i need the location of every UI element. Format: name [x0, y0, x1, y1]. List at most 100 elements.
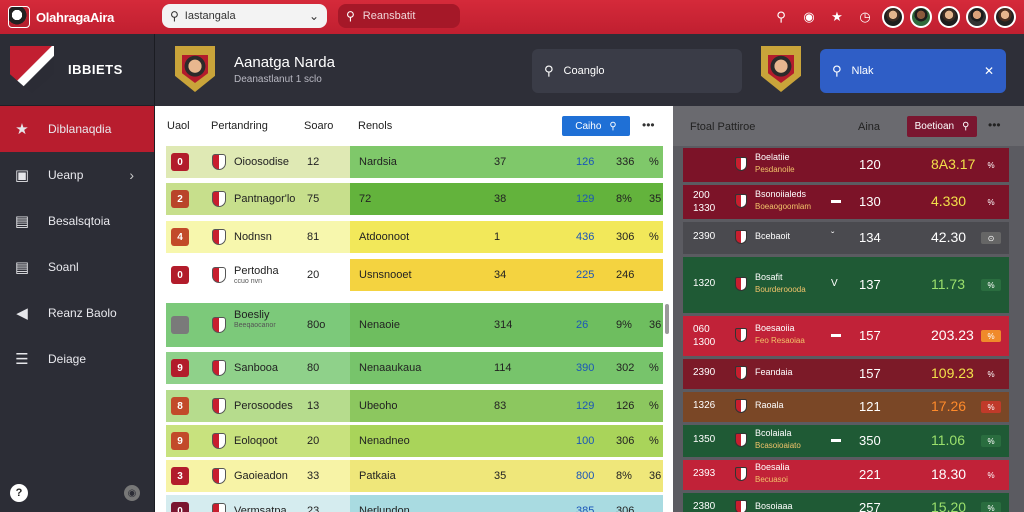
- result-row[interactable]: 200 1330 Bsonoiialeds Boeaogoomlam ▬ 130 4.330…: [683, 185, 1009, 219]
- close-icon[interactable]: ✕: [983, 64, 994, 78]
- clock-icon[interactable]: ◷: [859, 9, 871, 24]
- result-tag[interactable]: %: [981, 279, 1001, 291]
- player-name[interactable]: Sanbooa: [234, 362, 279, 374]
- league-select[interactable]: ⚲ Iastangala ⌄: [162, 4, 327, 28]
- indicator-icon: ˇ: [831, 231, 835, 242]
- column-header[interactable]: Soaro: [304, 120, 334, 132]
- compare-search[interactable]: ⚲ Coanglo: [532, 49, 742, 93]
- table-header: Uaol Pertandring Soaro Renols Caiho ⚲ ••…: [155, 106, 673, 146]
- more-icon[interactable]: •••: [988, 118, 1001, 132]
- sidebar-item-diblanaqdia[interactable]: ★ Diblanaqdia: [0, 106, 154, 152]
- table-row[interactable]: 0 Vermsatpa 23 Nerlundon 385 306: [166, 495, 663, 512]
- stat-value: 126: [576, 156, 595, 168]
- table-row[interactable]: Boesliy Beeqaocanor 80o Nenaoie 314 26 9% 36: [166, 303, 663, 349]
- result-name: Boesaoiia: [755, 323, 795, 333]
- player-name[interactable]: Boesliy: [234, 309, 270, 321]
- result-odds: 15.20: [931, 499, 967, 512]
- rank-badge: 8: [171, 397, 189, 415]
- result-row[interactable]: 1320 Bosafit Bourderoooda V 137 11.73%: [683, 257, 1009, 313]
- avatar[interactable]: [910, 6, 932, 28]
- table-scrollbar[interactable]: [665, 304, 669, 334]
- player-name[interactable]: Vermsatpa: [234, 505, 287, 512]
- table-row[interactable]: 0 Oioosodise 12 Nardsia 37 126 336%: [166, 146, 663, 180]
- chart-icon: ▤: [14, 213, 30, 230]
- more-icon[interactable]: •••: [642, 118, 655, 132]
- filter-chip[interactable]: ⚲ Nlak ✕: [820, 49, 1006, 93]
- globe-icon[interactable]: ◉: [803, 9, 815, 24]
- player-name[interactable]: Pantnagor'lo: [234, 193, 296, 205]
- table-row[interactable]: 8 Perosoodes 13 Ubeoho 83 129 126%: [166, 390, 663, 424]
- result-odds: 18.30: [931, 466, 967, 482]
- result-tag[interactable]: %: [981, 330, 1001, 342]
- arrow-icon: ◀: [16, 305, 28, 322]
- column-header[interactable]: Uaol: [167, 120, 190, 132]
- table-row[interactable]: 0 Pertodha ccuo nvn 20 Usnsnooet 34 225 246: [166, 259, 663, 293]
- result-row[interactable]: 2390 Feandaia 157 109.23%: [683, 359, 1009, 389]
- result-row[interactable]: Boelatiie Pesdanoile 120 8A3.17%: [683, 148, 1009, 182]
- table-row[interactable]: 3 Gaoieadon 33 Patkaia 35 800 8% 36: [166, 460, 663, 494]
- trophy-icon[interactable]: ★: [831, 9, 843, 24]
- result-name: Raoala: [755, 400, 784, 410]
- result-tag[interactable]: %: [981, 469, 1001, 481]
- player-name[interactable]: Perosoodes: [234, 400, 293, 412]
- score-value: 75: [307, 193, 320, 205]
- club-crest-icon: [735, 399, 747, 413]
- table-row[interactable]: 9 Eoloqoot 20 Nenadneo 100 306%: [166, 425, 663, 459]
- stat-value: 34: [494, 269, 507, 281]
- rank-badge: 0: [171, 502, 189, 512]
- sidebar-item-besalsqtoia[interactable]: ▤ Besalsqtoia: [0, 198, 154, 244]
- result-tag[interactable]: ⊙: [981, 232, 1001, 244]
- player-name[interactable]: Eoloqoot: [234, 435, 278, 447]
- result-tag[interactable]: %: [981, 401, 1001, 413]
- help-icon[interactable]: ?: [10, 484, 28, 502]
- sidebar-item-soanl[interactable]: ▤ Soanl: [0, 244, 154, 290]
- player-name[interactable]: Gaoieadon: [234, 470, 288, 482]
- result-row[interactable]: 1350 Bcolaiala Bcasoioaiato ▬ 350 11.06%: [683, 425, 1009, 457]
- results-action-button[interactable]: Boetioan ⚲: [907, 116, 977, 137]
- avatar[interactable]: [938, 6, 960, 28]
- brand[interactable]: OlahragaAira: [0, 6, 155, 28]
- club-name: Patkaia: [359, 470, 396, 482]
- stat-value: %: [649, 231, 659, 243]
- column-header[interactable]: Renols: [358, 120, 393, 132]
- avatar[interactable]: [966, 6, 988, 28]
- result-odds: 4.330: [931, 193, 967, 209]
- search-input[interactable]: ⚲ Reansbatit: [338, 4, 460, 28]
- column-header[interactable]: Pertandring: [211, 120, 268, 132]
- search-icon[interactable]: ⚲: [776, 9, 786, 24]
- result-tag[interactable]: %: [981, 435, 1001, 447]
- club-crest-icon: [212, 317, 226, 333]
- result-row[interactable]: 2380 Bosoiaaa 257 15.20%: [683, 493, 1009, 512]
- result-tag[interactable]: %: [981, 196, 1001, 208]
- stat-value: 385: [576, 505, 595, 512]
- sidebar-item-reanz-baolo[interactable]: ◀ Reanz Baolo: [0, 290, 154, 336]
- result-row[interactable]: 2390 Bcebaoit ˇ 134 42.30 ⊙: [683, 222, 1009, 254]
- result-row[interactable]: 060 1300 Boesaoiia Feo Resaoiaa ▬ 157 203.23%: [683, 316, 1009, 356]
- player-name[interactable]: Pertodha: [234, 265, 279, 277]
- result-subtext: Boeaogoomlam: [755, 202, 812, 211]
- sidebar-item-ueanp[interactable]: ▣ Ueanp ›: [0, 152, 154, 198]
- player-name[interactable]: Oioosodise: [234, 156, 290, 168]
- eye-icon[interactable]: ◉: [124, 485, 140, 501]
- sidebar-item-deiage[interactable]: ☰ Deiage: [0, 336, 154, 382]
- avatar[interactable]: [994, 6, 1016, 28]
- avatar[interactable]: [882, 6, 904, 28]
- result-tag[interactable]: %: [981, 502, 1001, 512]
- result-time-secondary: 1330: [693, 203, 716, 214]
- result-row[interactable]: 1326 Raoala 121 17.26%: [683, 392, 1009, 422]
- club-name: Nerlundon: [359, 505, 410, 512]
- table-row[interactable]: 2 Pantnagor'lo 75 72 38 129 8% 35: [166, 183, 663, 217]
- table-row[interactable]: 4 Nodnsn 81 Atdoonoot 1 436 306%: [166, 221, 663, 255]
- table-action-button[interactable]: Caiho ⚲: [562, 116, 630, 136]
- club-name: Usnsnooet: [359, 269, 412, 281]
- result-row[interactable]: 2393 Boesalia Becuasoi 221 18.30%: [683, 460, 1009, 490]
- table-row[interactable]: 9 Sanbooa 80 Nenaaukaua 114 390 302%: [166, 352, 663, 386]
- result-tag[interactable]: %: [981, 159, 1001, 171]
- result-tag[interactable]: %: [981, 368, 1001, 380]
- result-odds: 203.23: [931, 327, 974, 343]
- search-icon: ⚲: [544, 63, 554, 78]
- indicator-icon: ▬: [831, 195, 841, 206]
- player-name[interactable]: Nodnsn: [234, 231, 272, 243]
- club-crest-icon: [735, 500, 747, 512]
- result-score: 157: [859, 366, 881, 381]
